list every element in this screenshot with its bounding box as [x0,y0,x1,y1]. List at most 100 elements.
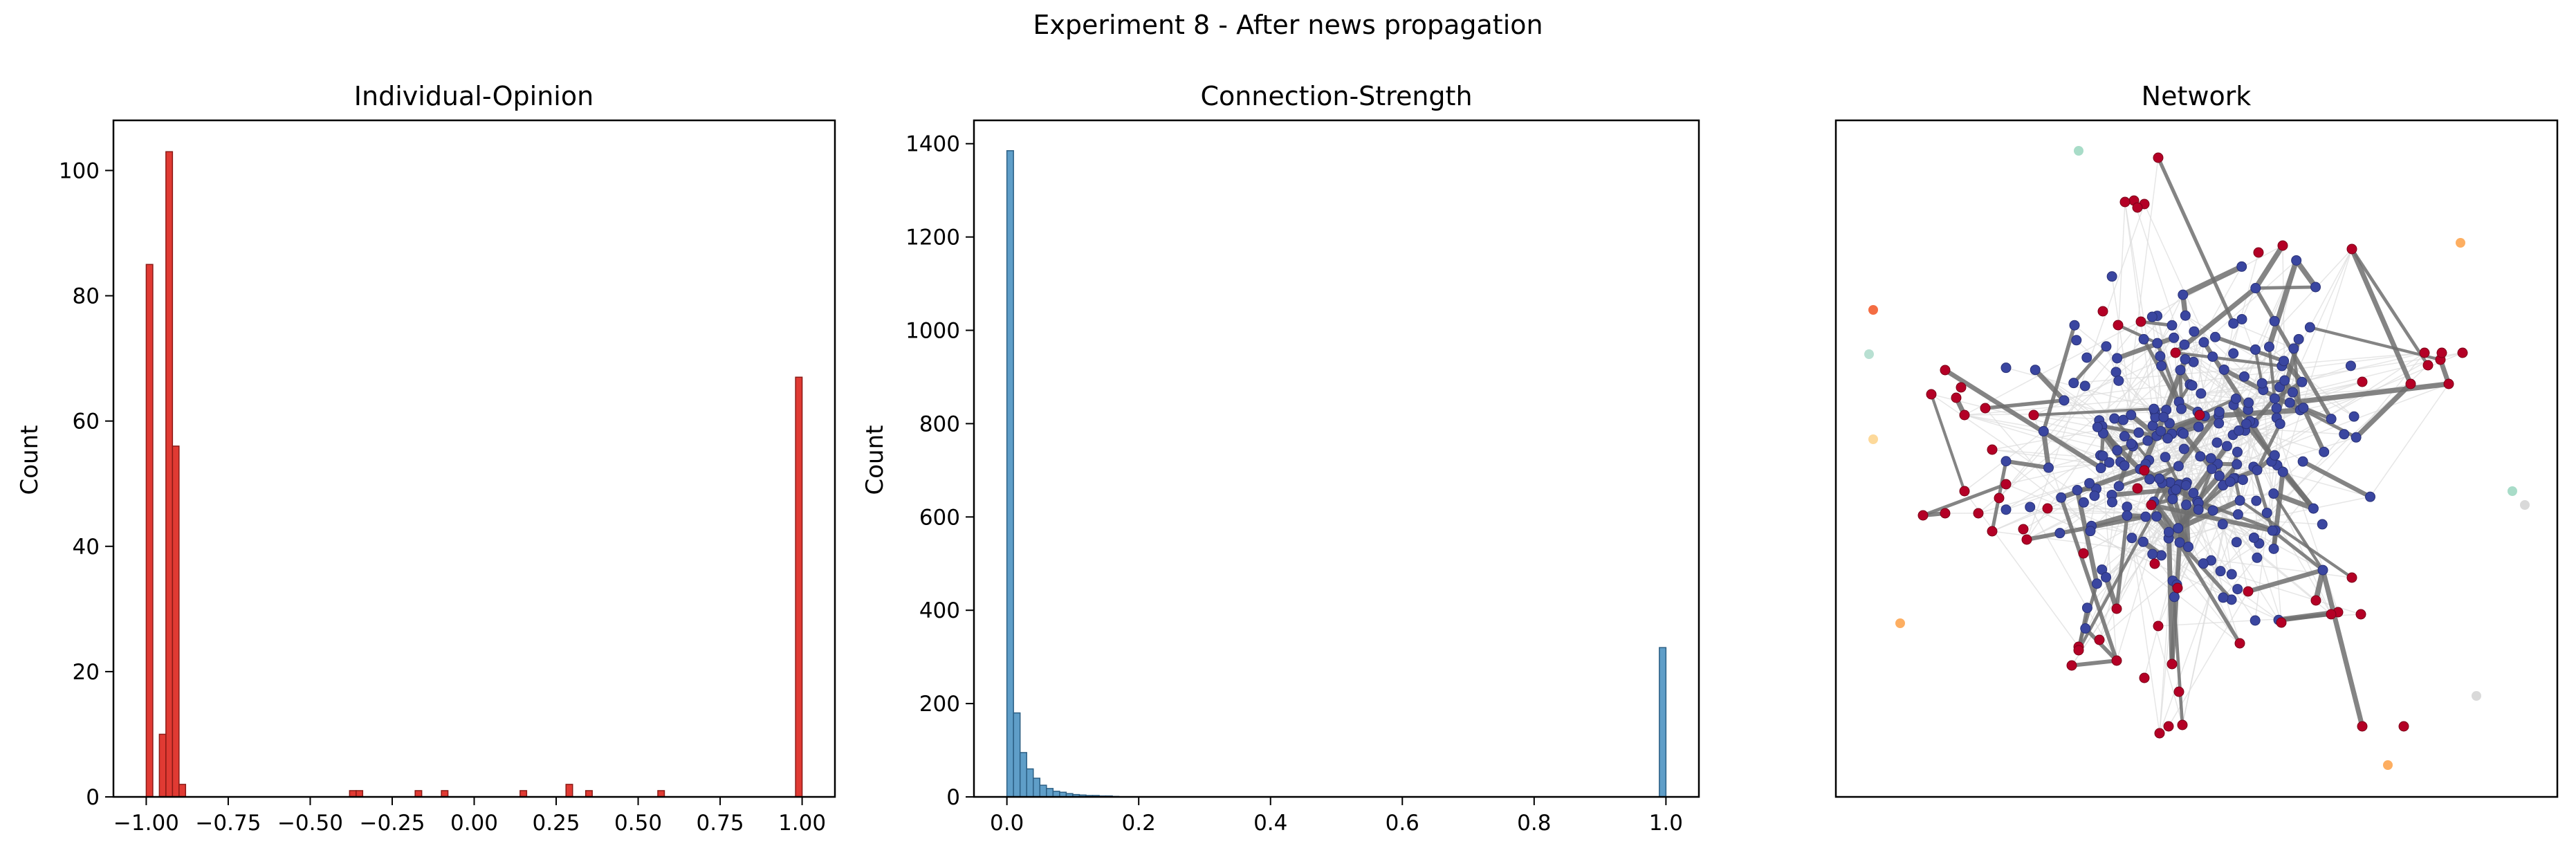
connection-histogram-frame [973,119,1700,798]
network-node [2317,564,2328,576]
network-node [2214,470,2225,481]
network-node [2092,421,2103,432]
network-node [2106,497,2117,508]
connection-histogram-y-tick-label: 200 [919,692,960,717]
network-node [2326,414,2337,425]
network-faint-edge [2200,352,2463,394]
network-node-opposed [2078,548,2089,559]
network-edge [2354,382,2413,439]
network-node [2151,511,2162,522]
connection-histogram-x-tick-label: 0.8 [1517,811,1551,836]
opinion-histogram-x-tick-label: −1.00 [113,811,179,836]
network-node [2198,558,2209,569]
network-node-opposed [1980,403,1991,414]
network-node-opposed [2357,721,2368,732]
network-node [2180,310,2191,321]
network-node [2234,495,2245,506]
network-node-opposed [2310,595,2321,606]
network-node-opposed [2111,655,2122,666]
network-node-opposed [1956,382,1967,393]
network-node [2163,526,2174,537]
network-node-opposed [2119,196,2131,208]
connection-histogram-x-tick-label: 1.0 [1649,811,1683,836]
network-edge [2271,529,2324,572]
opinion-histogram-x-tick-label: 1.00 [778,811,826,836]
network-node-opposed [2073,645,2084,656]
connection-histogram-bar [1006,150,1014,798]
network-edge [2041,430,2051,468]
network-edge [1922,482,2007,517]
network-edge [2313,569,2326,601]
network-node-opposed [2094,634,2105,645]
network-edge [2272,493,2324,571]
opinion-histogram-y-tick-label: 40 [73,535,100,560]
network-node-opposed [1959,410,1970,421]
network-node-isolated [2508,486,2517,496]
network-node [2179,339,2190,350]
network-node [2297,376,2308,387]
network-node [2269,315,2280,327]
network-node-opposed [2018,524,2029,535]
network-edge [2005,459,2049,470]
network-node-opposed [2135,316,2146,327]
network-node [2350,432,2362,443]
network-node [2252,465,2263,476]
connection-histogram-bar [1039,784,1047,798]
network-node [2214,406,2225,417]
network-node-isolated [1868,305,1878,315]
network-node [2155,351,2166,362]
network-node [2138,333,2149,344]
network-node [2110,367,2122,378]
network-node-opposed [2398,721,2409,732]
network-faint-edge [1964,490,2079,647]
network-node [2173,461,2184,472]
opinion-histogram-bar [145,264,154,798]
network-node [2122,510,2133,521]
network-node [2085,526,2096,537]
network-node [2178,289,2189,300]
network-edge [2176,410,2222,468]
network-node [2101,571,2112,582]
network-node [2091,578,2102,589]
connection-histogram-bar [1046,788,1054,798]
network-edge [2255,285,2316,290]
network-node [2167,493,2178,504]
network-node [2089,490,2100,502]
network-node-opposed [2457,347,2468,358]
network-edge [2289,381,2449,405]
network-faint-edge [2043,430,2180,543]
network-node-opposed [1973,508,1984,519]
network-edge [2033,368,2066,403]
network-edge [2301,407,2326,453]
network-node [2126,439,2137,450]
network-node-opposed [2000,479,2012,490]
network-node [2166,320,2178,331]
connection-histogram-y-tick-label: 0 [946,785,960,810]
network-node [2095,463,2106,474]
network-node [2310,282,2321,293]
network-node [2263,341,2274,352]
connection-histogram-bar [1013,712,1021,798]
network-faint-edge [2105,157,2159,578]
network-node [2156,360,2167,371]
network-node [2178,443,2189,454]
network-node [2156,550,2167,561]
network-edge [2103,576,2119,610]
network-node [2117,414,2128,425]
network-node-opposed [2234,638,2245,649]
network-faint-edge [2160,365,2232,575]
network-node-opposed [2170,347,2181,358]
network-node [2109,413,2120,424]
network-node [2297,456,2308,467]
connection-histogram-y-tick-label: 1400 [905,132,960,157]
network-node-opposed [1994,493,2005,504]
network-node [2271,403,2282,414]
network-node [2175,365,2186,376]
network-edge [2195,474,2222,503]
opinion-histogram-y-axis-label: Count [16,425,44,495]
network-node [2000,456,2012,467]
connection-histogram-y-ticks: 0 200 400 600 800 1000 1200 1400 [905,132,974,810]
network-node-opposed [2419,347,2430,358]
network-node [2228,318,2239,329]
network-node-opposed [2021,534,2032,545]
